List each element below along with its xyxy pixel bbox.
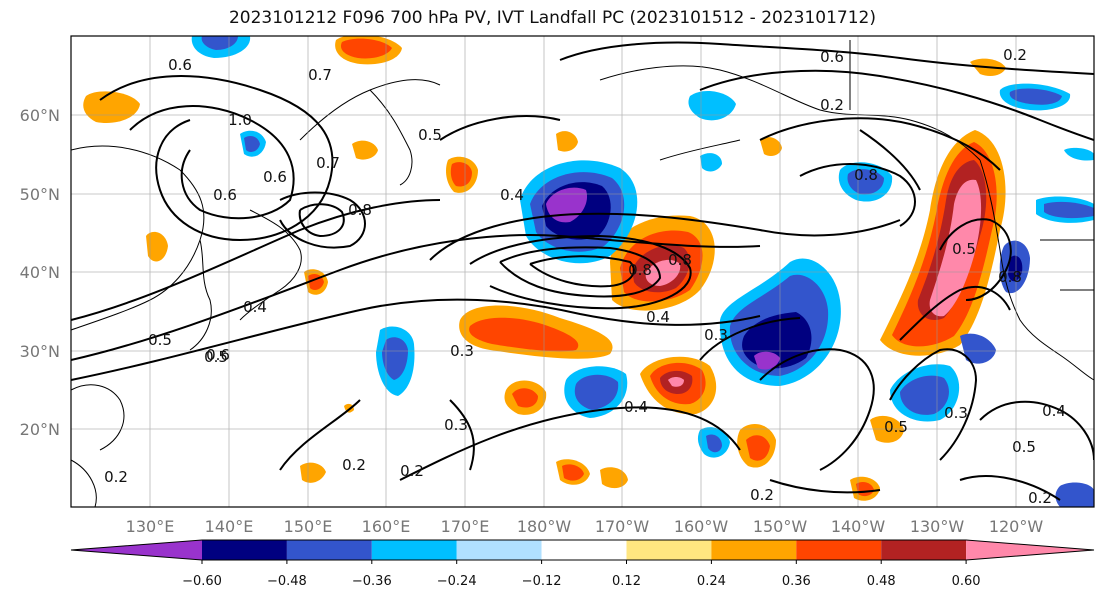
- colorbar-segment: [626, 540, 712, 560]
- lon-tick-label: 130°W: [910, 517, 965, 536]
- coastlines: [71, 40, 1094, 507]
- map-frame: [70, 35, 1095, 508]
- longitude-labels: 130°E 140°E 150°E 160°E 170°E 180°W 170°W 160°W…: [126, 517, 1044, 536]
- contour-label: 0.5: [884, 418, 908, 436]
- colorbar-tick-label: 0.12: [612, 574, 641, 589]
- contour-labels: 0.60.71.00.60.60.70.80.50.40.80.6 0.20.50…: [104, 46, 1066, 507]
- contour-label: 0.3: [704, 326, 728, 344]
- contour-label: 0.3: [944, 404, 968, 422]
- colorbar-tick-label: 0.36: [782, 574, 811, 589]
- contour-label: 0.4: [500, 186, 524, 204]
- contour-label: 0.6: [213, 186, 237, 204]
- lon-tick-label: 120°W: [989, 517, 1044, 536]
- contour-label: 0.5: [204, 348, 228, 366]
- lon-tick-label: 160°E: [362, 517, 411, 536]
- lon-tick-label: 170°E: [441, 517, 490, 536]
- contour-label: 0.8: [348, 201, 372, 219]
- contour-label: 0.4: [243, 298, 267, 316]
- map-title: 2023101212 F096 700 hPa PV, IVT Landfall…: [228, 8, 876, 28]
- contour-label: 0.8: [628, 261, 652, 279]
- colorbar-segment: [796, 540, 882, 560]
- contour-label: 0.5: [148, 331, 172, 349]
- ivt-contours: [71, 41, 1094, 501]
- colorbar-segment: [541, 540, 627, 560]
- colorbar-tick-label: 0.48: [867, 574, 896, 589]
- lon-tick-label: 150°W: [753, 517, 808, 536]
- contour-label: 0.3: [450, 342, 474, 360]
- colorbar-extension-low: [71, 540, 202, 560]
- contour-label: 0.5: [952, 240, 976, 258]
- colorbar-segment: [456, 540, 542, 560]
- contour-label: 0.4: [646, 308, 670, 326]
- contour-label: 0.6: [263, 168, 287, 186]
- contour-label: 0.4: [1042, 402, 1066, 420]
- contour-label: 0.7: [308, 66, 332, 84]
- lon-tick-label: 160°W: [674, 517, 729, 536]
- lon-tick-label: 150°E: [284, 517, 333, 536]
- contour-label: 0.2: [104, 468, 128, 486]
- colorbar: −0.60 −0.48 −0.36 −0.24 −0.12 0.12 0.24 0.36 0.4…: [70, 539, 1095, 589]
- contour-label: 0.5: [1012, 438, 1036, 456]
- colorbar-segment: [371, 540, 457, 560]
- lon-tick-label: 130°E: [126, 517, 175, 536]
- contour-label: 0.6: [168, 56, 192, 74]
- contour-label: 0.2: [820, 96, 844, 114]
- contour-label: 0.2: [1003, 46, 1027, 64]
- colorbar-tick-label: −0.24: [437, 574, 477, 589]
- colorbar-segment: [711, 540, 797, 560]
- contour-label: 0.5: [418, 126, 442, 144]
- lon-tick-label: 140°E: [205, 517, 254, 536]
- lat-tick-label: 50°N: [20, 185, 60, 204]
- colorbar-tick-label: 0.24: [697, 574, 726, 589]
- contour-label: 0.2: [342, 456, 366, 474]
- lon-tick-label: 170°W: [595, 517, 650, 536]
- contour-label: 0.8: [998, 268, 1022, 286]
- colorbar-tick-label: −0.48: [267, 574, 307, 589]
- lat-tick-label: 60°N: [20, 106, 60, 125]
- colorbar-tick-label: −0.36: [352, 574, 392, 589]
- contour-label: 0.4: [624, 398, 648, 416]
- contour-label: 1.0: [228, 111, 252, 129]
- contour-label: 0.3: [444, 416, 468, 434]
- contour-label: 0.8: [668, 251, 692, 269]
- contour-label: 0.2: [400, 462, 424, 480]
- lat-tick-label: 20°N: [20, 420, 60, 439]
- latitude-labels: 60°N 50°N 40°N 30°N 20°N: [20, 106, 60, 439]
- colorbar-tick-label: −0.12: [522, 574, 562, 589]
- colorbar-segment: [881, 540, 967, 560]
- contour-label: 0.8: [854, 166, 878, 184]
- lat-tick-label: 40°N: [20, 263, 60, 282]
- pv-shading: [83, 36, 1094, 507]
- colorbar-segment: [202, 540, 287, 560]
- colorbar-extension-high: [966, 540, 1094, 560]
- contour-label: 0.6: [820, 48, 844, 66]
- lon-tick-label: 180°W: [517, 517, 572, 536]
- contour-label: 0.2: [750, 486, 774, 504]
- colorbar-segment: [286, 540, 372, 560]
- colorbar-tick-label: 0.60: [952, 574, 981, 589]
- contour-label: 0.6: [206, 346, 230, 364]
- lat-tick-label: 30°N: [20, 342, 60, 361]
- lon-tick-label: 140°W: [831, 517, 886, 536]
- colorbar-tick-label: −0.60: [182, 574, 222, 589]
- contour-label: 0.7: [316, 154, 340, 172]
- contour-label: 0.2: [1028, 489, 1052, 507]
